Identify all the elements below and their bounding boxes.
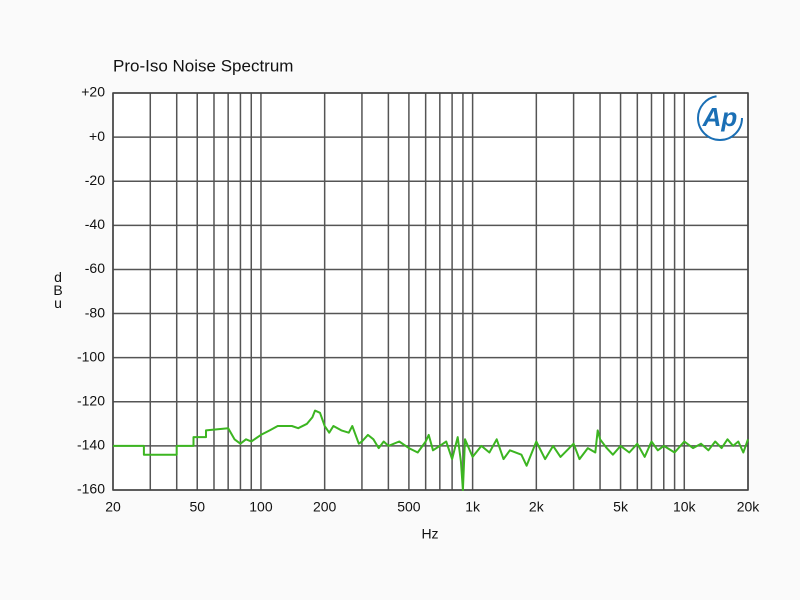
chart-title: Pro-Iso Noise Spectrum [113, 56, 293, 75]
x-tick-label: 100 [249, 499, 273, 515]
x-tick-label: 50 [189, 499, 205, 515]
logo: Ap [702, 102, 738, 132]
x-tick-label: 1k [465, 499, 481, 515]
data-line [113, 409, 749, 491]
x-tick-label: 200 [313, 499, 337, 515]
y-tick-label: +20 [81, 84, 105, 100]
plot-border [112, 92, 749, 491]
x-tick-label: 20 [105, 499, 121, 515]
y-tick-label: -100 [77, 348, 105, 364]
x-axis-label: Hz [421, 526, 438, 542]
x-tick-label: 20k [737, 499, 761, 515]
x-tick-label: 500 [397, 499, 421, 515]
y-tick-label: -80 [85, 304, 105, 320]
y-tick-label: -60 [85, 260, 105, 276]
y-tick-label: -140 [77, 437, 105, 453]
plot-background [113, 93, 748, 490]
y-tick-label: +0 [89, 128, 105, 144]
y-tick-label: -20 [85, 172, 105, 188]
logo-ring [697, 95, 743, 141]
x-tick-label: 5k [613, 499, 629, 515]
x-tick-label: 10k [673, 499, 697, 515]
y-tick-label: -160 [77, 481, 105, 497]
x-tick-label: 2k [529, 499, 545, 515]
y-tick-label: -120 [77, 392, 105, 408]
y-tick-label: -40 [85, 216, 105, 232]
